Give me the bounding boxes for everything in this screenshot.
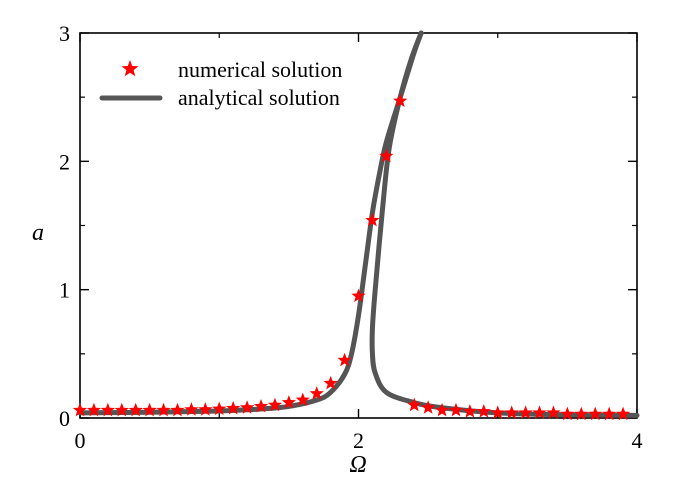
- analytical-curve-branch-2: [369, 30, 640, 418]
- axis-tick-labels: 0 2 4 0 1 2 3: [59, 21, 643, 453]
- numerical-point: [462, 404, 478, 418]
- numerical-point: [490, 405, 505, 419]
- x-tick-label: 4: [632, 428, 643, 453]
- numerical-point: [239, 400, 255, 414]
- numerical-point: [295, 392, 310, 407]
- axis-ticks: [79, 32, 638, 419]
- numerical-point: [226, 400, 241, 415]
- numerical-point: [351, 288, 366, 303]
- numerical-point: [546, 405, 561, 419]
- numerical-point: [100, 402, 115, 417]
- numerical-point: [267, 397, 283, 412]
- legend-label-analytical: analytical solution: [178, 85, 340, 110]
- analytical-curve-branch-1: [77, 30, 424, 416]
- numerical-point: [602, 406, 617, 421]
- numerical-point: [142, 402, 157, 417]
- numerical-point: [393, 93, 408, 108]
- numerical-point: [434, 402, 450, 417]
- x-axis-label: Ω: [349, 452, 366, 478]
- numerical-point: [518, 405, 533, 419]
- plot-frame: [79, 32, 638, 419]
- y-tick-label: 3: [59, 21, 70, 46]
- y-tick-label: 1: [59, 278, 70, 303]
- legend: numerical solution analytical solution: [99, 57, 342, 110]
- y-axis-label: a: [32, 220, 44, 246]
- numerical-point: [448, 402, 464, 417]
- x-tick-label: 2: [353, 428, 364, 453]
- y-tick-label: 0: [59, 406, 70, 431]
- numerical-point: [128, 402, 143, 417]
- numerical-point: [170, 402, 185, 417]
- numerical-point: [379, 148, 394, 163]
- numerical-point: [212, 401, 227, 416]
- numerical-point: [281, 395, 297, 409]
- y-tick-label: 2: [59, 149, 70, 174]
- numerical-point: [156, 402, 171, 417]
- numerical-point: [407, 397, 422, 412]
- numerical-point: [337, 352, 352, 367]
- numerical-point: [323, 375, 338, 390]
- numerical-point: [615, 406, 631, 421]
- numerical-point: [532, 405, 547, 419]
- numerical-point: [476, 404, 491, 418]
- numerical-point: [86, 402, 102, 417]
- legend-label-numerical: numerical solution: [178, 57, 342, 82]
- numerical-series: [72, 93, 631, 421]
- numerical-point: [114, 402, 129, 417]
- legend-star-marker: [121, 60, 139, 77]
- numerical-point: [588, 406, 603, 421]
- numerical-point: [309, 386, 324, 400]
- numerical-point: [184, 402, 199, 416]
- numerical-point: [504, 405, 519, 419]
- numerical-point: [574, 406, 589, 421]
- numerical-point: [365, 212, 380, 227]
- numerical-point: [253, 398, 269, 413]
- analytical-series: [77, 30, 640, 418]
- numerical-point: [198, 402, 213, 416]
- numerical-point: [560, 406, 575, 421]
- numerical-point: [72, 402, 88, 417]
- x-tick-label: 0: [75, 428, 86, 453]
- numerical-point: [420, 400, 436, 414]
